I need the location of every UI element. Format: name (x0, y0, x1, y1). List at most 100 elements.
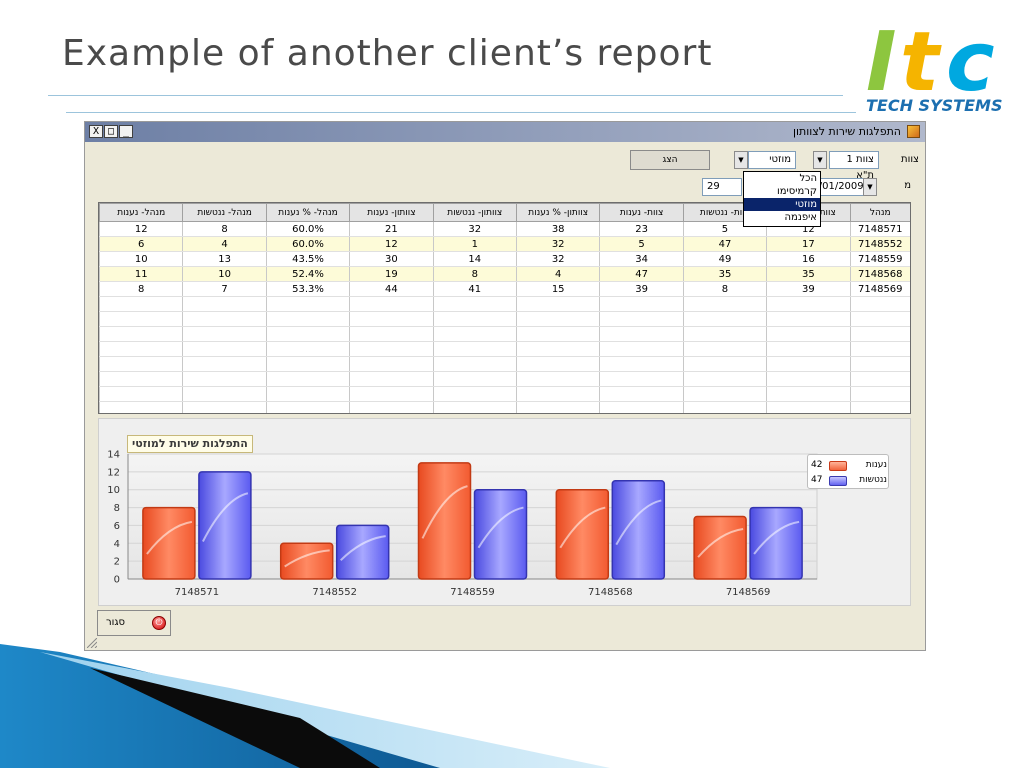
table-cell (349, 296, 434, 312)
team-select[interactable]: צוות 1 ת"א (829, 151, 879, 181)
date-from-picker-button[interactable]: ▼ (863, 178, 877, 196)
table-row[interactable]: 7148571 12 5 23 38 32 21 60.0% 8 12 (99, 221, 910, 237)
table-cell (182, 296, 267, 312)
table-row-empty[interactable] (99, 326, 910, 342)
column-header[interactable]: מנהל- % נענות (265, 203, 351, 222)
table-cell (682, 356, 768, 372)
table-cell: 19 (349, 266, 434, 282)
table-cell (766, 311, 851, 327)
chart-title: התפלגות שירות למוזטי (127, 435, 253, 453)
table-row-empty[interactable] (99, 371, 910, 387)
bar-highlight (615, 499, 662, 546)
table-cell (182, 401, 267, 413)
table-cell (182, 341, 267, 357)
table-cell (766, 356, 851, 372)
table-cell (682, 326, 768, 342)
table-row-empty[interactable] (99, 401, 910, 413)
table-cell (99, 386, 184, 402)
table-row-empty[interactable] (99, 341, 910, 357)
table-cell: 32 (515, 236, 601, 252)
table-cell: 10 (99, 251, 184, 267)
table-cell: 39 (766, 281, 851, 297)
table-cell (432, 341, 517, 357)
column-header[interactable]: מנהל- ננטשות (182, 203, 267, 222)
maximize-window-button[interactable]: □ (104, 125, 118, 138)
table-cell (599, 296, 684, 312)
table-cell: 1 (432, 236, 517, 252)
table-cell: 8 (432, 266, 517, 282)
month-label: מ (904, 180, 911, 191)
table-row-empty[interactable] (99, 356, 910, 372)
close-button[interactable]: סגור ⏻ (97, 610, 171, 636)
table-cell (349, 401, 434, 413)
dropdown-option[interactable]: איפנמה (784, 212, 818, 223)
table-cell: 12 (99, 221, 184, 237)
column-header[interactable]: מנהל- נענות (99, 203, 184, 222)
table-cell (849, 341, 910, 357)
table-row[interactable]: 7148568 35 35 47 4 8 19 52.4% 10 11 (99, 266, 910, 282)
column-header[interactable]: מנהל (849, 203, 910, 222)
dropdown-option[interactable]: קרמיסימו (776, 186, 817, 197)
y-tick-label: 6 (114, 521, 120, 532)
bar-abandoned (611, 480, 666, 580)
table-cell (182, 371, 267, 387)
table-cell (682, 296, 768, 312)
sub-team-select[interactable]: מוזטי (748, 151, 796, 169)
column-header[interactable]: צוותון- ננטשות (432, 203, 517, 222)
bar-answered (279, 542, 334, 580)
table-cell: 5 (599, 236, 684, 252)
team-dropdown-button[interactable]: ▼ (813, 151, 827, 169)
table-cell: 41 (432, 281, 517, 297)
table-cell (432, 401, 517, 413)
table-cell: 7 (182, 281, 267, 297)
table-row-empty[interactable] (99, 311, 910, 327)
table-cell: 38 (515, 221, 601, 237)
table-cell (599, 401, 684, 413)
table-cell (682, 386, 768, 402)
table-cell: 6 (99, 236, 184, 252)
x-tick-label: 7148569 (726, 587, 771, 598)
table-row[interactable]: 7148552 17 47 5 32 1 12 60.0% 4 6 (99, 236, 910, 252)
table-cell (682, 371, 768, 387)
table-cell: 32 (515, 251, 601, 267)
table-cell: 39 (599, 281, 684, 297)
table-body: 7148571 12 5 23 38 32 21 60.0% 8 12 7148552 17 47 5 32… (99, 221, 910, 413)
close-circle-icon: ⏻ (152, 616, 166, 630)
table-cell (515, 326, 601, 342)
date-to-input[interactable]: 29 (702, 178, 742, 196)
table-row-empty[interactable] (99, 386, 910, 402)
legend-label: נענות (865, 460, 887, 470)
table-cell (599, 356, 684, 372)
dropdown-option-selected[interactable]: מוזטי (744, 198, 820, 211)
column-header[interactable]: צוותון- % נענות (515, 203, 601, 222)
x-tick-label: 7148571 (175, 587, 220, 598)
resize-grip-icon[interactable] (87, 638, 97, 648)
close-window-button[interactable]: X (89, 125, 103, 138)
y-tick-label: 2 (114, 557, 120, 568)
table-cell (265, 341, 351, 357)
table-cell (515, 371, 601, 387)
table-cell (349, 386, 434, 402)
minimize-window-button[interactable]: _ (119, 125, 133, 138)
table-cell: 34 (599, 251, 684, 267)
table-cell (265, 371, 351, 387)
table-row[interactable]: 7148559 16 49 34 32 14 30 43.5% 13 10 (99, 251, 910, 267)
table-cell (515, 296, 601, 312)
table-row[interactable]: 7148569 39 8 39 15 41 44 53.3% 7 8 (99, 281, 910, 297)
table-cell: 52.4% (265, 266, 351, 282)
dropdown-option[interactable]: הכל (799, 173, 817, 184)
column-header[interactable]: צוותון- נענות (349, 203, 434, 222)
table-cell (682, 401, 768, 413)
logo-letter-i: I (866, 15, 897, 110)
column-header[interactable]: צוות- נענות (599, 203, 684, 222)
sub-team-dropdown-button[interactable]: ▼ (734, 151, 748, 169)
show-button[interactable]: הצג (630, 150, 710, 170)
legend-item: 47 ננטשות (811, 474, 887, 486)
bar-highlight (421, 485, 468, 539)
table-cell: 35 (766, 266, 851, 282)
table-cell: 7148568 (849, 266, 910, 282)
table-row-empty[interactable] (99, 296, 910, 312)
window-titlebar[interactable]: X □ _ התפלגות שירות לצוותון (85, 122, 925, 142)
